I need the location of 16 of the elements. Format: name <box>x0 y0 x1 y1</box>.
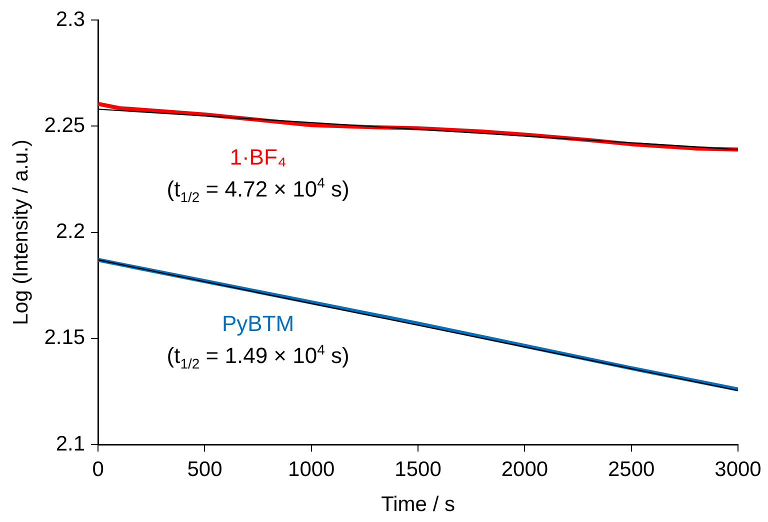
x-tick-label: 1500 <box>394 458 442 481</box>
x-tick-label: 1000 <box>288 458 335 481</box>
y-axis-title: Log (Intensity / a.u.) <box>9 139 32 326</box>
y-tick-label: 2.2 <box>56 220 86 244</box>
y-tick-label: 2.25 <box>44 114 86 137</box>
y-tick-label: 2.15 <box>44 326 86 350</box>
x-tick-label: 0 <box>92 458 104 481</box>
x-tick-label: 3000 <box>714 458 762 481</box>
x-axis-title: Time / s <box>381 493 455 516</box>
x-tick-label: 2500 <box>608 458 655 481</box>
x-tick-label: 2000 <box>501 458 548 481</box>
y-tick-label: 2.3 <box>56 8 86 31</box>
x-tick-label: 500 <box>187 458 222 481</box>
series-label: PyBTM <box>222 311 294 336</box>
y-tick-label: 2.1 <box>56 432 86 456</box>
series-label: 1·BF₄ <box>230 144 286 170</box>
